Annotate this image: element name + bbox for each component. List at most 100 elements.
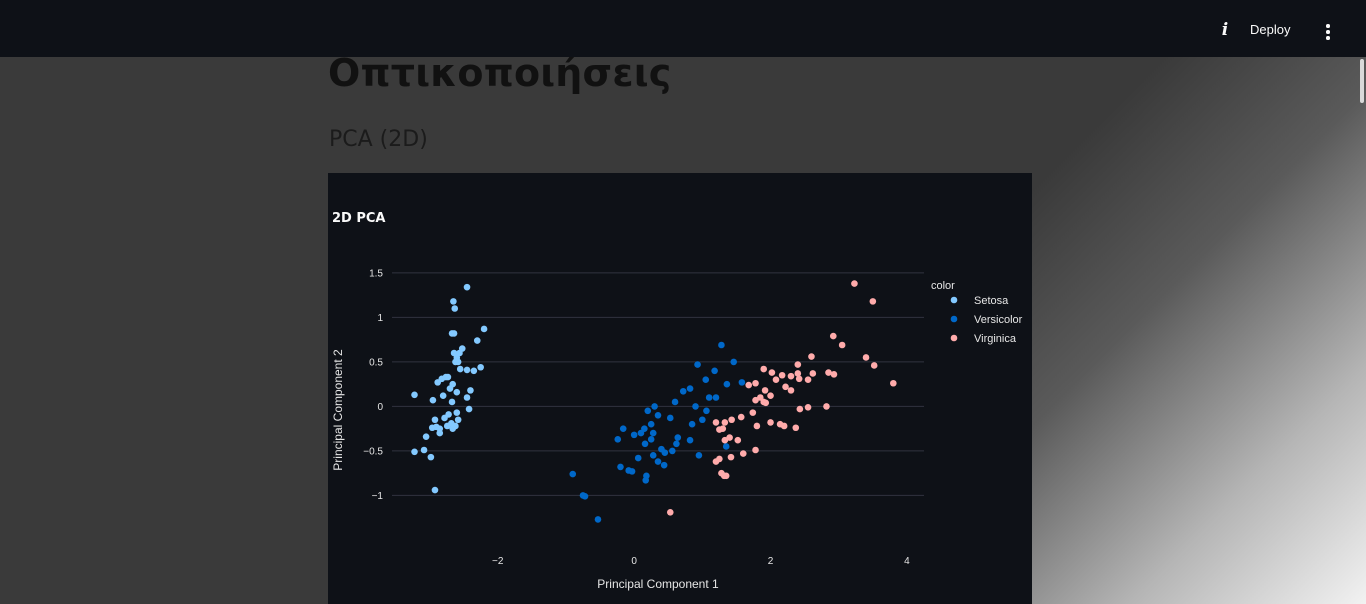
data-point[interactable] bbox=[431, 416, 439, 424]
data-point[interactable] bbox=[721, 419, 729, 426]
data-point[interactable] bbox=[654, 458, 662, 465]
data-point[interactable] bbox=[778, 371, 786, 379]
data-point[interactable] bbox=[569, 470, 577, 478]
data-point[interactable] bbox=[739, 450, 747, 457]
data-point[interactable] bbox=[749, 409, 757, 416]
data-point[interactable] bbox=[434, 379, 441, 386]
data-point[interactable] bbox=[463, 283, 471, 291]
data-point[interactable] bbox=[723, 380, 731, 388]
data-point[interactable] bbox=[722, 443, 730, 450]
data-point[interactable] bbox=[441, 414, 448, 422]
data-point[interactable] bbox=[688, 420, 696, 428]
data-point[interactable] bbox=[787, 387, 795, 394]
data-point[interactable] bbox=[808, 353, 815, 360]
data-point[interactable] bbox=[473, 337, 481, 344]
data-point[interactable] bbox=[450, 298, 457, 305]
data-point[interactable] bbox=[804, 376, 812, 383]
data-point[interactable] bbox=[703, 407, 710, 415]
data-point[interactable] bbox=[752, 379, 759, 387]
data-point[interactable] bbox=[686, 385, 694, 392]
data-point[interactable] bbox=[453, 388, 461, 396]
data-point[interactable] bbox=[634, 454, 642, 462]
data-point[interactable] bbox=[753, 422, 761, 430]
data-point[interactable] bbox=[674, 434, 682, 441]
data-point[interactable] bbox=[829, 332, 837, 340]
legend-item-setosa[interactable]: Setosa bbox=[950, 295, 1009, 307]
data-point[interactable] bbox=[679, 387, 687, 395]
data-point[interactable] bbox=[467, 387, 474, 394]
data-point[interactable] bbox=[649, 429, 657, 437]
data-point[interactable] bbox=[711, 367, 718, 375]
data-point[interactable] bbox=[463, 394, 471, 401]
data-point[interactable] bbox=[654, 412, 662, 419]
data-point[interactable] bbox=[420, 446, 428, 454]
data-point[interactable] bbox=[465, 405, 473, 413]
more-vert-icon[interactable] bbox=[1320, 24, 1336, 40]
data-point[interactable] bbox=[463, 366, 471, 374]
data-point[interactable] bbox=[671, 398, 679, 406]
data-point[interactable] bbox=[661, 449, 669, 456]
data-point[interactable] bbox=[752, 396, 759, 404]
data-point[interactable] bbox=[851, 280, 858, 287]
data-point[interactable] bbox=[737, 413, 745, 421]
data-point[interactable] bbox=[721, 436, 729, 444]
data-point[interactable] bbox=[452, 422, 459, 430]
scroll-thumb[interactable] bbox=[1360, 59, 1364, 103]
data-point[interactable] bbox=[738, 379, 746, 386]
data-point[interactable] bbox=[641, 425, 648, 432]
data-point[interactable] bbox=[712, 419, 720, 426]
data-point[interactable] bbox=[780, 422, 788, 430]
data-point[interactable] bbox=[862, 354, 870, 361]
data-point[interactable] bbox=[804, 403, 812, 411]
legend[interactable]: Setosa Versicolor Virginica bbox=[950, 295, 1023, 345]
data-point[interactable] bbox=[453, 409, 461, 416]
info-icon[interactable]: i bbox=[1221, 20, 1229, 40]
data-point[interactable] bbox=[768, 369, 776, 376]
data-point[interactable] bbox=[712, 394, 720, 401]
data-point[interactable] bbox=[431, 486, 439, 494]
data-point[interactable] bbox=[745, 381, 753, 389]
data-point[interactable] bbox=[637, 429, 645, 437]
data-point[interactable] bbox=[869, 298, 877, 305]
data-point[interactable] bbox=[762, 399, 770, 407]
legend-item-versicolor[interactable]: Versicolor bbox=[950, 314, 1023, 326]
data-point[interactable] bbox=[787, 372, 795, 380]
data-point[interactable] bbox=[695, 452, 703, 459]
data-point[interactable] bbox=[644, 407, 652, 415]
data-point[interactable] bbox=[456, 365, 464, 373]
data-point[interactable] bbox=[692, 403, 699, 410]
data-point[interactable] bbox=[702, 376, 710, 383]
data-point[interactable] bbox=[666, 509, 674, 516]
data-point[interactable] bbox=[470, 367, 478, 375]
data-point[interactable] bbox=[796, 405, 804, 413]
data-point[interactable] bbox=[448, 398, 456, 406]
data-point[interactable] bbox=[767, 419, 774, 426]
data-point[interactable] bbox=[480, 325, 488, 333]
data-point[interactable] bbox=[767, 392, 774, 400]
legend-item-virginica[interactable]: Virginica bbox=[950, 333, 1017, 345]
data-point[interactable] bbox=[647, 436, 655, 443]
data-point[interactable] bbox=[830, 371, 838, 378]
data-point[interactable] bbox=[651, 403, 658, 410]
data-point[interactable] bbox=[436, 429, 444, 437]
data-point[interactable] bbox=[630, 431, 638, 439]
data-point[interactable] bbox=[782, 383, 789, 391]
data-point[interactable] bbox=[719, 425, 727, 432]
data-point[interactable] bbox=[439, 392, 447, 400]
data-point[interactable] bbox=[823, 403, 830, 410]
data-point[interactable] bbox=[694, 361, 701, 368]
deploy-button[interactable]: Deploy bbox=[1250, 22, 1291, 37]
data-point[interactable] bbox=[792, 424, 800, 432]
data-point[interactable] bbox=[642, 476, 650, 484]
data-point[interactable] bbox=[427, 453, 435, 461]
data-point[interactable] bbox=[705, 394, 713, 401]
data-point[interactable] bbox=[660, 461, 668, 469]
data-point[interactable] bbox=[428, 424, 436, 432]
data-point[interactable] bbox=[594, 516, 602, 523]
data-point[interactable] bbox=[794, 361, 802, 368]
data-point[interactable] bbox=[448, 330, 456, 337]
data-point[interactable] bbox=[619, 425, 627, 432]
data-point[interactable] bbox=[411, 448, 418, 456]
data-point[interactable] bbox=[649, 452, 657, 459]
data-point[interactable] bbox=[795, 375, 803, 383]
